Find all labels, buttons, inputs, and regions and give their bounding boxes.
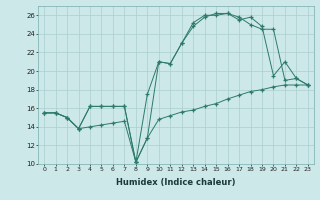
X-axis label: Humidex (Indice chaleur): Humidex (Indice chaleur) [116, 178, 236, 187]
